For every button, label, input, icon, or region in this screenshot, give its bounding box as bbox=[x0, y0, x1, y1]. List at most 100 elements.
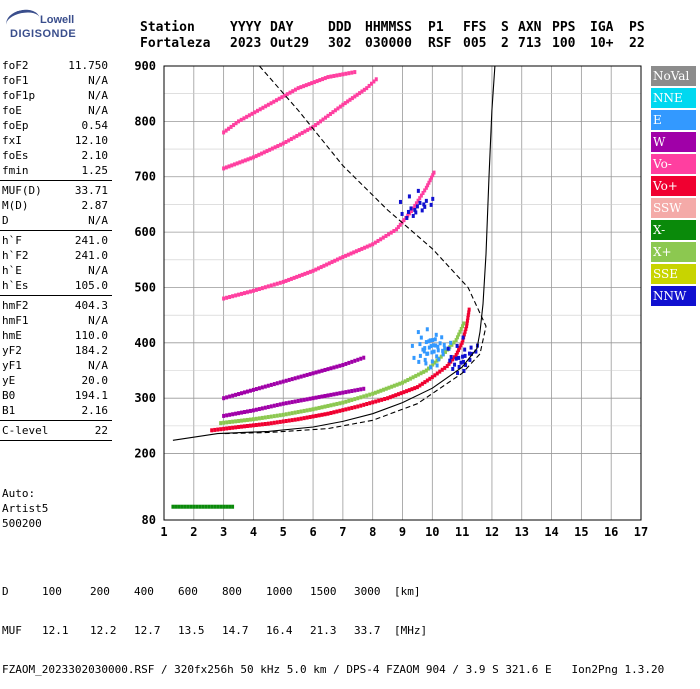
echo-mark bbox=[347, 71, 351, 76]
header-value-ddd: 302 bbox=[328, 36, 352, 51]
echo-mark bbox=[400, 211, 404, 216]
echo-mark bbox=[327, 261, 331, 266]
echo-mark bbox=[358, 91, 362, 96]
echo-mark bbox=[341, 72, 345, 77]
param-name: foEs bbox=[2, 149, 29, 162]
echo-mark bbox=[237, 392, 241, 397]
echo-mark bbox=[292, 135, 296, 140]
echo-mark bbox=[228, 412, 232, 417]
echo-mark bbox=[177, 504, 181, 509]
row-value: 100 bbox=[42, 585, 62, 598]
echo-mark bbox=[424, 361, 428, 366]
echo-mark bbox=[407, 194, 411, 199]
echo-mark bbox=[355, 92, 359, 97]
echo-mark bbox=[245, 409, 249, 414]
echo-mark bbox=[394, 393, 398, 398]
echo-mark bbox=[441, 348, 445, 353]
echo-mark bbox=[399, 391, 403, 396]
echo-mark bbox=[311, 268, 315, 273]
echo-mark bbox=[386, 396, 390, 401]
echo-mark bbox=[413, 207, 417, 212]
param-row: foF2 11.750 bbox=[0, 58, 112, 73]
echo-mark bbox=[314, 406, 318, 411]
echo-mark bbox=[287, 400, 291, 405]
echo-mark bbox=[344, 407, 348, 412]
echo-mark bbox=[349, 251, 353, 256]
param-row: h`F 241.0 bbox=[0, 233, 112, 248]
echo-mark bbox=[435, 358, 439, 363]
echo-mark bbox=[251, 417, 255, 422]
echo-mark bbox=[360, 246, 364, 251]
param-row: hmF1 N/A bbox=[0, 313, 112, 328]
echo-mark bbox=[277, 96, 281, 101]
echo-mark bbox=[420, 208, 424, 213]
echo-mark bbox=[281, 419, 285, 424]
param-name: B1 bbox=[2, 404, 16, 417]
row-value: 21.3 bbox=[310, 624, 337, 637]
echo-mark bbox=[213, 504, 217, 509]
echo-mark bbox=[466, 313, 470, 318]
echo-mark bbox=[338, 401, 342, 406]
echo-mark bbox=[222, 426, 226, 431]
echo-mark bbox=[326, 367, 330, 372]
echo-mark bbox=[299, 374, 303, 379]
echo-mark bbox=[222, 420, 226, 425]
echo-mark bbox=[296, 375, 300, 380]
echo-mark bbox=[293, 376, 297, 381]
echo-mark bbox=[242, 116, 246, 121]
echo-mark bbox=[314, 395, 318, 400]
echo-mark bbox=[275, 413, 279, 418]
echo-mark bbox=[198, 504, 202, 509]
param-name: h`F bbox=[2, 234, 22, 247]
x-tick-label: 17 bbox=[634, 525, 648, 539]
echo-mark bbox=[278, 402, 282, 407]
echo-mark bbox=[201, 504, 205, 509]
echo-mark bbox=[224, 165, 228, 170]
echo-mark bbox=[291, 89, 295, 94]
echo-mark bbox=[434, 343, 438, 348]
echo-mark bbox=[409, 209, 413, 214]
legend-item-noval: NoVal bbox=[651, 66, 696, 86]
echo-mark bbox=[376, 238, 380, 243]
echo-mark bbox=[454, 353, 458, 358]
header-label-yyyy: YYYY bbox=[230, 20, 262, 35]
echo-mark bbox=[321, 117, 325, 122]
echo-mark bbox=[445, 364, 449, 369]
echo-mark bbox=[248, 388, 252, 393]
echo-mark bbox=[465, 318, 469, 323]
param-row: h`Es 105.0 bbox=[0, 278, 112, 293]
echo-mark bbox=[296, 398, 300, 403]
header-label-day: DAY bbox=[270, 20, 294, 35]
echo-mark bbox=[429, 202, 433, 207]
echo-mark bbox=[419, 335, 423, 340]
echo-mark bbox=[362, 355, 366, 360]
echo-mark bbox=[320, 394, 324, 399]
echo-mark bbox=[341, 102, 345, 107]
echo-mark bbox=[287, 411, 291, 416]
echo-mark bbox=[432, 349, 436, 354]
echo-mark bbox=[341, 408, 345, 413]
echo-mark bbox=[242, 390, 246, 395]
param-name: h`F2 bbox=[2, 249, 29, 262]
echo-mark bbox=[396, 392, 400, 397]
header-label-pps: PPS bbox=[552, 20, 576, 35]
param-name: yE bbox=[2, 374, 16, 387]
echo-mark bbox=[186, 504, 190, 509]
echo-mark bbox=[317, 369, 321, 374]
echo-mark bbox=[411, 206, 415, 211]
header-label-ddd: DDD bbox=[328, 20, 352, 35]
echo-mark bbox=[261, 105, 265, 110]
echo-mark bbox=[347, 360, 351, 365]
echo-mark bbox=[251, 155, 255, 160]
echo-mark bbox=[426, 351, 430, 356]
echo-mark bbox=[306, 270, 310, 275]
echo-mark bbox=[284, 419, 288, 424]
echo-mark bbox=[454, 338, 458, 343]
echo-mark bbox=[241, 159, 245, 164]
echo-mark bbox=[410, 343, 414, 348]
echo-mark bbox=[435, 354, 439, 359]
echo-mark bbox=[350, 397, 354, 402]
echo-mark bbox=[242, 291, 246, 296]
echo-mark bbox=[433, 360, 437, 365]
param-name: MUF(D) bbox=[2, 184, 42, 197]
